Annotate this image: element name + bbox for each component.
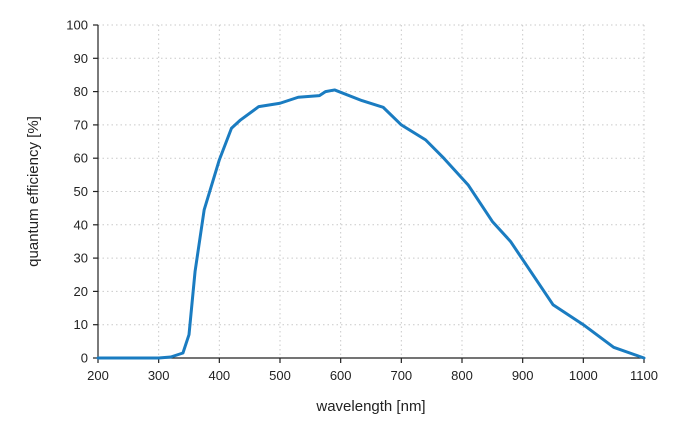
y-tick-label: 50 (74, 184, 88, 199)
x-tick-label: 300 (148, 368, 170, 383)
y-tick-label: 70 (74, 117, 88, 132)
y-tick-label: 20 (74, 284, 88, 299)
y-tick-label: 40 (74, 217, 88, 232)
y-tick-label: 90 (74, 51, 88, 66)
x-tick-label: 700 (390, 368, 412, 383)
y-tick-label: 30 (74, 251, 88, 266)
x-tick-label: 200 (87, 368, 109, 383)
x-tick-label: 800 (451, 368, 473, 383)
x-tick-label: 600 (330, 368, 352, 383)
x-tick-label: 500 (269, 368, 291, 383)
y-tick-label: 100 (66, 18, 88, 33)
axes (93, 24, 645, 363)
y-tick-label: 80 (74, 84, 88, 99)
x-tick-label: 1000 (569, 368, 598, 383)
grid-lines (98, 24, 645, 358)
series-line (96, 88, 646, 360)
x-tick-label: 400 (208, 368, 230, 383)
x-tick-label: 1100 (630, 368, 658, 383)
tick-labels: 200 300 400 500 600 700 800 900 1000 1100 0 10 20 30 4… (66, 18, 658, 384)
x-tick-label: 900 (512, 368, 534, 383)
y-tick-label: 10 (74, 317, 88, 332)
x-axis-label: wavelength [nm] (315, 398, 425, 415)
y-tick-label: 0 (81, 351, 88, 366)
y-axis-label: quantum efficiency [%] (25, 116, 42, 267)
y-tick-label: 60 (74, 151, 88, 166)
